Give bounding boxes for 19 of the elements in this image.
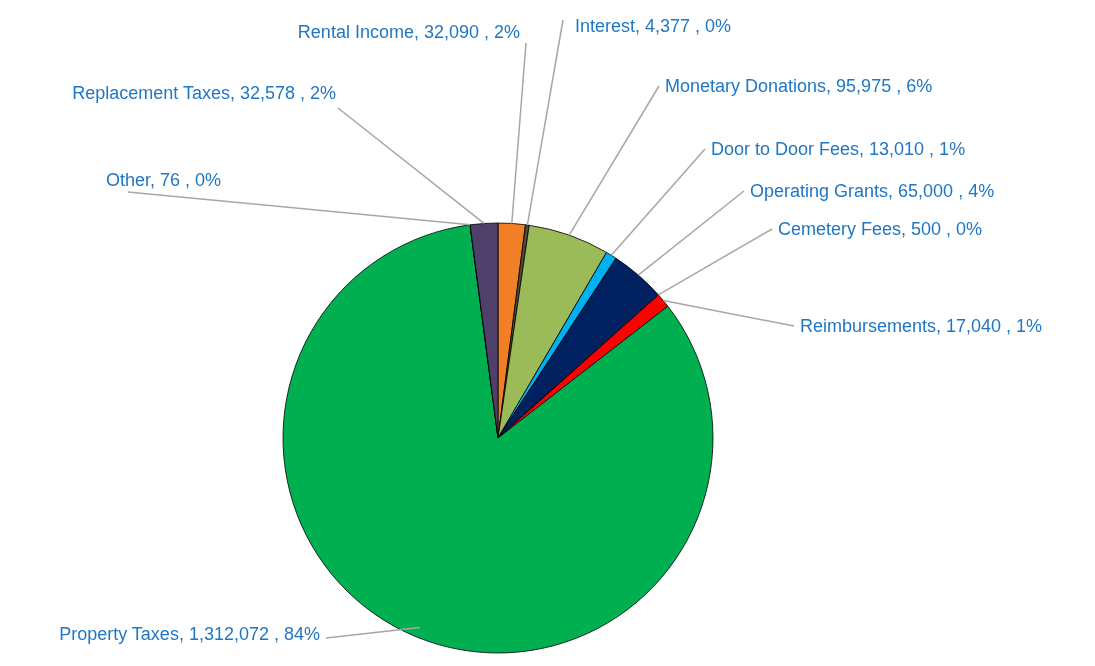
slice-label: Rental Income <box>297 22 414 42</box>
data-label: , 500 , 0% <box>901 219 983 239</box>
slice-label: Other <box>105 170 151 190</box>
slice-label: Property Taxes <box>59 624 179 644</box>
slice-label: Monetary Donations <box>665 76 827 96</box>
data-label: , 4,377 , 0% <box>635 16 732 36</box>
data-label: , 65,000 , 4% <box>888 181 995 201</box>
slice-label: Door to Door Fees <box>711 139 860 159</box>
slice-label: Operating Grants <box>750 181 889 201</box>
slice-label: Cemetery Fees <box>778 219 902 239</box>
data-label: , 1,312,072 , 84% <box>178 624 320 644</box>
slice-label: Reimbursements <box>800 316 937 336</box>
data-label: , 13,010 , 1% <box>859 139 966 159</box>
slice-label: Replacement Taxes <box>72 83 230 103</box>
slice-label: Interest <box>575 16 636 36</box>
data-label: , 32,090 , 2% <box>413 22 520 42</box>
data-label: , 95,975 , 6% <box>826 76 933 96</box>
data-label: , 32,578 , 2% <box>229 83 336 103</box>
data-label: , 17,040 , 1% <box>936 316 1043 336</box>
